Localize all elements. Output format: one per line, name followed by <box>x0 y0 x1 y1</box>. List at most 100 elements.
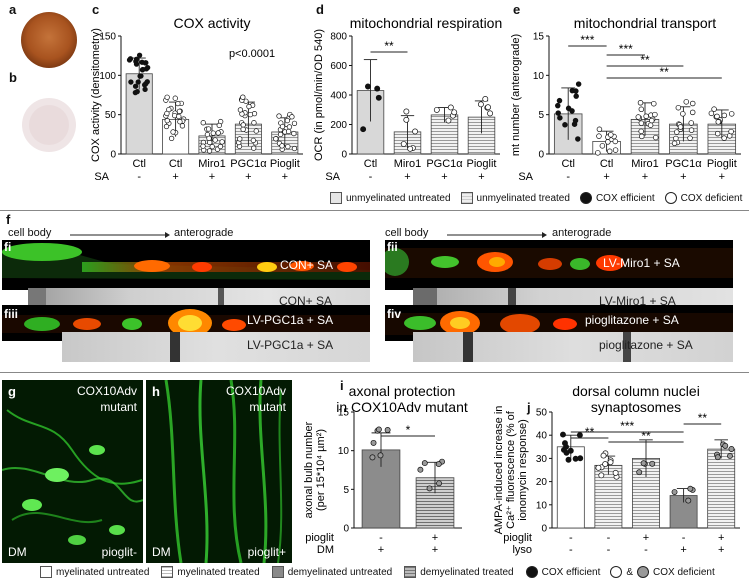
y-tick-label: 15 <box>338 408 350 419</box>
panel-label-h: h <box>152 384 160 399</box>
data-point <box>412 128 419 135</box>
data-point <box>708 110 715 117</box>
data-point <box>637 100 644 106</box>
y-tick-label: 400 <box>330 91 347 102</box>
data-point <box>635 114 642 120</box>
condition-row-value: + <box>209 171 215 183</box>
data-point <box>127 56 134 62</box>
data-point <box>164 110 170 117</box>
data-point <box>687 135 693 141</box>
data-point <box>407 145 414 152</box>
panel-label-d: d <box>316 2 324 17</box>
data-point <box>172 95 178 101</box>
data-point <box>606 148 613 155</box>
condition-row-value: - <box>644 544 648 556</box>
data-point <box>714 113 720 120</box>
data-point <box>595 150 601 156</box>
y-tick-label: 0 <box>341 150 347 161</box>
condition-row-label: lyso <box>512 544 532 556</box>
data-point <box>605 139 611 145</box>
data-point <box>403 108 410 115</box>
data-point <box>240 126 246 133</box>
data-point <box>649 460 656 467</box>
condition-row-value: + <box>680 544 686 556</box>
y-tick-label: 5 <box>343 485 349 496</box>
data-point <box>557 115 563 121</box>
data-point <box>608 132 614 138</box>
chart-subtitle: in COX10Adv mutant <box>336 399 468 415</box>
h-label-top: COX10Adv <box>225 384 286 398</box>
y-tick-label: 50 <box>536 408 548 419</box>
x-category-label: Ctl <box>132 158 145 170</box>
data-point <box>251 145 257 151</box>
significance-label: ** <box>384 39 394 53</box>
fii-kymograph-label: LV-Miro1 + SA <box>599 294 676 308</box>
data-point <box>680 111 686 117</box>
panel-label-g: g <box>8 384 16 399</box>
condition-row-value: + <box>643 532 649 544</box>
significance-label: ** <box>660 65 670 79</box>
data-point <box>436 480 443 487</box>
condition-row-value: - <box>566 171 570 183</box>
data-point <box>210 130 216 136</box>
y-tick-label: 800 <box>330 32 347 43</box>
data-point <box>206 135 212 142</box>
data-point <box>612 147 619 153</box>
legend-swatch-myelinated-untreated <box>40 566 52 578</box>
data-point <box>215 130 221 136</box>
condition-row-value: - <box>569 532 573 544</box>
condition-row-label: SA <box>325 171 340 183</box>
chart-title: COX activity <box>173 15 250 31</box>
data-point <box>164 94 170 100</box>
data-point <box>652 111 658 118</box>
condition-row-value: + <box>245 171 251 183</box>
f-right-header-cell-body: cell body <box>385 227 429 239</box>
data-point <box>403 116 410 123</box>
data-point <box>400 141 407 147</box>
g-label-top: COX10Adv <box>76 384 137 398</box>
data-point <box>688 120 694 126</box>
data-point <box>687 485 694 492</box>
legend-dot-cox-deficient-gray <box>637 566 650 578</box>
data-point <box>598 472 605 479</box>
data-point <box>136 52 143 58</box>
condition-row-value: + <box>680 171 686 183</box>
condition-row-value: + <box>718 544 724 556</box>
data-point <box>673 135 679 142</box>
cox-stained-disc-image <box>21 12 77 68</box>
panel-label-fiv: fiv <box>387 307 402 321</box>
data-point <box>247 111 254 118</box>
data-point <box>133 56 140 62</box>
data-point <box>576 432 583 439</box>
data-point <box>482 96 489 102</box>
data-point <box>487 110 494 117</box>
legend-label-myelinated-untreated: myelinated untreated <box>56 566 150 578</box>
condition-row-value: - <box>379 532 383 544</box>
data-point <box>142 86 148 93</box>
legend-swatch-unmyelinated-untreated <box>330 192 342 204</box>
y-tick-label: 150 <box>99 32 116 43</box>
y-tick-label: 0 <box>343 524 349 535</box>
x-category-label: Pioglit <box>270 158 300 170</box>
significance-label: *** <box>619 42 633 56</box>
data-point <box>433 106 440 113</box>
condition-row-label: SA <box>94 171 109 183</box>
legend-swatch-unmyelinated-treated <box>460 192 473 204</box>
data-point <box>240 122 246 128</box>
condition-row-value: + <box>441 171 447 183</box>
condition-row-value: - <box>682 532 686 544</box>
significance-label: * <box>406 423 411 437</box>
data-point <box>170 129 176 135</box>
data-point <box>683 99 690 105</box>
x-category-label: Pioglit <box>707 158 737 170</box>
significance-label: ** <box>698 411 708 425</box>
h-label-pioglit: pioglit+ <box>247 545 286 559</box>
data-point <box>286 124 293 130</box>
y-axis-label: AMPA-induced increase in <box>493 406 505 535</box>
significance-label: *** <box>580 33 594 47</box>
data-point <box>240 94 246 100</box>
y-tick-label: 10 <box>338 446 350 457</box>
y-tick-label: 5 <box>538 110 544 121</box>
